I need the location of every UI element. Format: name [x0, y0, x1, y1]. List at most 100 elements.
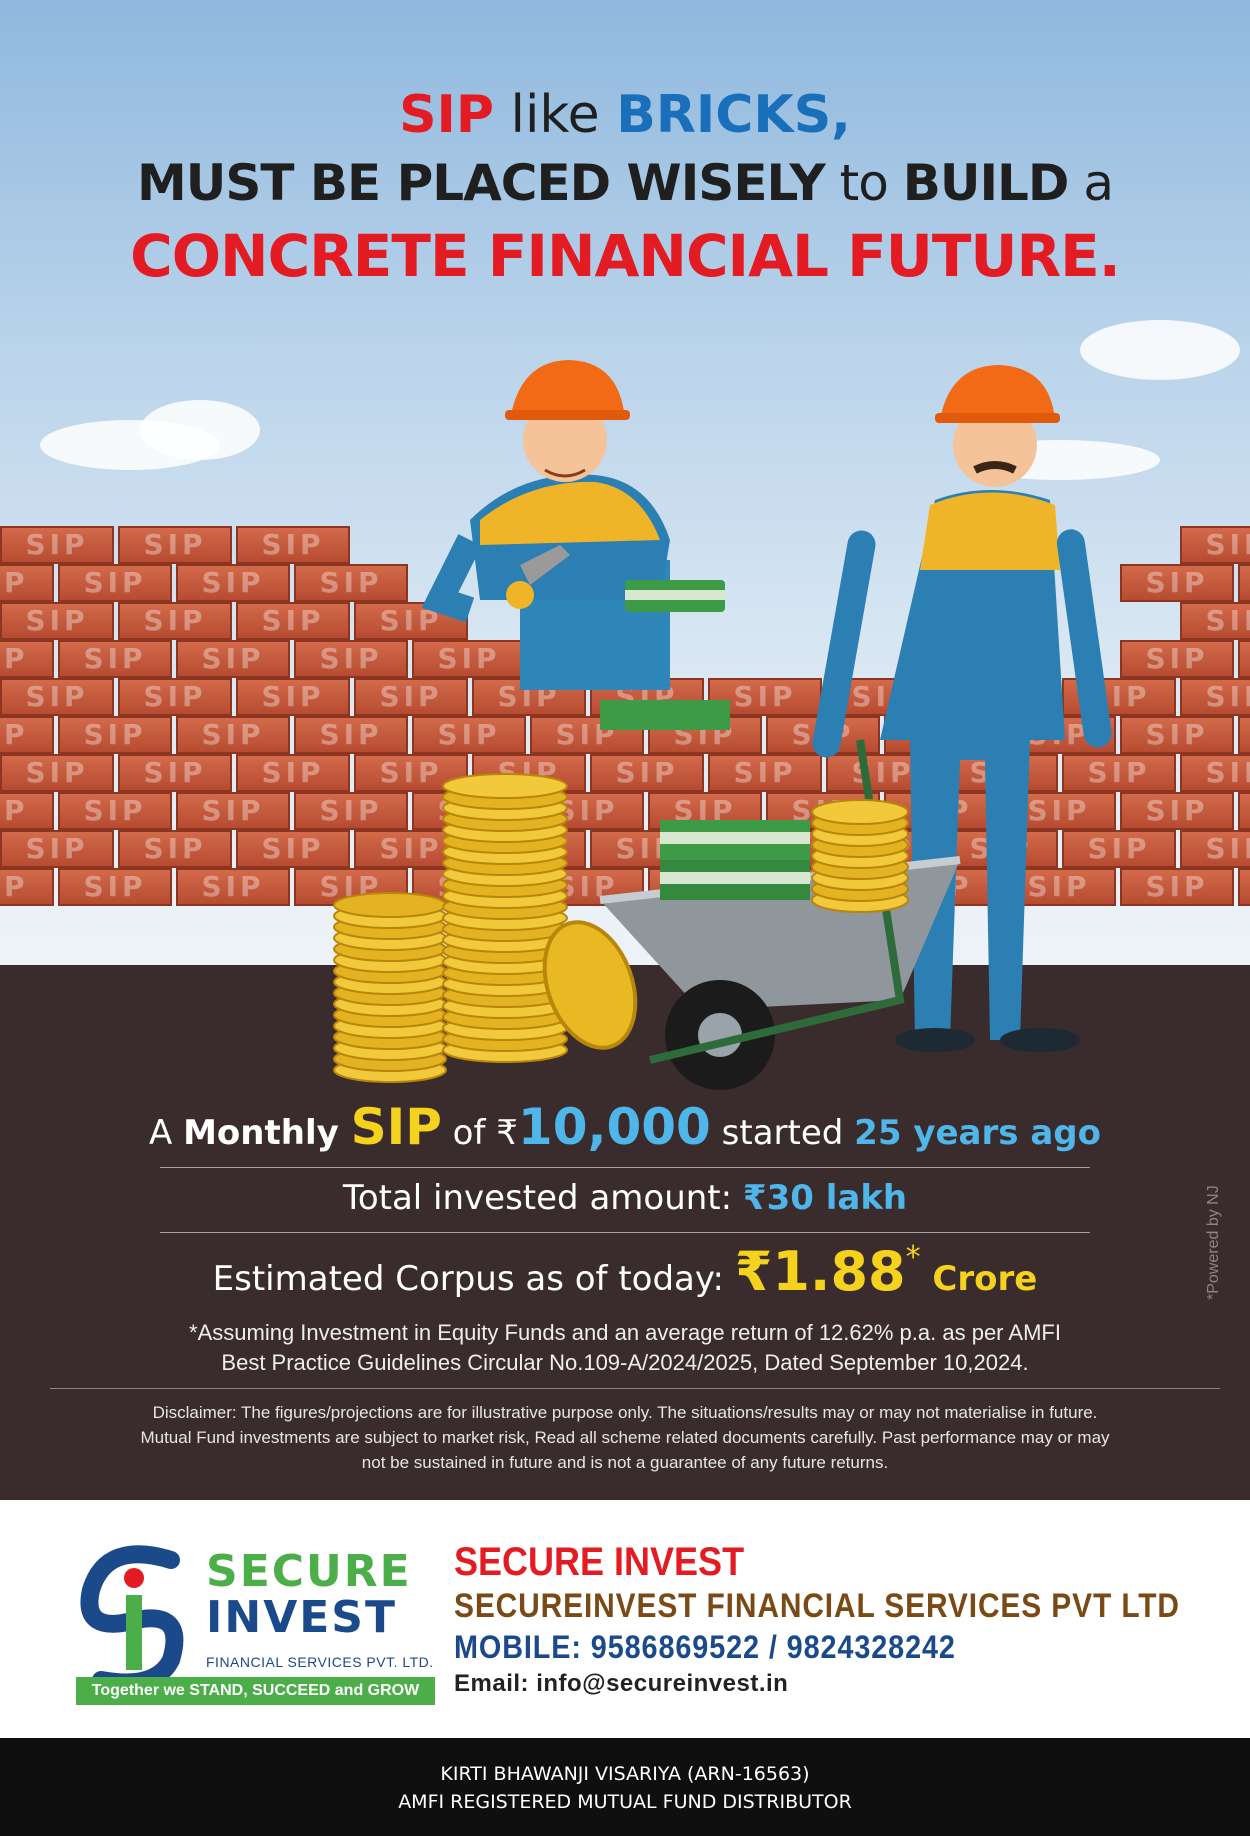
sip-brick: SIP — [58, 564, 172, 602]
sip-brick: SIP — [590, 754, 704, 792]
headline-a: a — [1068, 154, 1114, 212]
si-logo-icon — [80, 1545, 184, 1690]
footer: KIRTI BHAWANJI VISARIYA (ARN-16563) AMFI… — [0, 1738, 1250, 1836]
sip-brick: SIP — [708, 754, 822, 792]
estimated-corpus-line: Estimated Corpus as of today: ₹1.88* Cro… — [0, 1240, 1250, 1303]
sip-brick: SIP — [648, 716, 762, 754]
sip-brick: SIP — [236, 754, 350, 792]
cloud — [140, 400, 260, 460]
sip-brick: SIP — [118, 602, 232, 640]
brick-wall: SIP SIP SIP SI P SIP SIP SIP SIP SIP SIP SIP SIP SI P S… — [0, 526, 1250, 966]
sip-brick: SIP — [1180, 754, 1250, 792]
sip-brick: SIP — [766, 716, 880, 754]
sip-brick: SIP — [826, 754, 940, 792]
sip-brick: SIP — [0, 716, 54, 754]
sip-line-started: started — [710, 1113, 855, 1153]
sip-brick: SIP — [118, 830, 232, 868]
sip-brick: SIP — [176, 564, 290, 602]
sip-brick: SIP — [58, 640, 172, 678]
sip-brick: SIP — [1238, 640, 1250, 678]
sip-brick: SIP — [1180, 678, 1250, 716]
sip-brick: SIP — [1120, 792, 1234, 830]
sip-brick: SIP — [354, 754, 468, 792]
sip-brick: SIP — [0, 792, 54, 830]
headline-bricks: BRICKS, — [616, 85, 851, 145]
sip-brick: SIP — [294, 564, 408, 602]
sip-brick: SIP — [1120, 716, 1234, 754]
footer-distributor-title: AMFI REGISTERED MUTUAL FUND DISTRIBUTOR — [398, 1791, 852, 1813]
footer-distributor-name: KIRTI BHAWANJI VISARIYA (ARN-16563) — [440, 1763, 810, 1785]
sip-brick: SIP — [1180, 830, 1250, 868]
logo-word-secure: SECURE — [206, 1546, 412, 1597]
disclaimer-line-3: not be sustained in future and is not a … — [361, 1453, 889, 1472]
cloud — [1080, 320, 1240, 380]
sip-brick: SIP — [530, 792, 644, 830]
sip-brick: SIP — [1062, 754, 1176, 792]
sip-brick: SIP — [1002, 716, 1116, 754]
secure-invest-logo: SECURE INVEST FINANCIAL SERVICES PVT. LT… — [76, 1530, 436, 1710]
sip-brick: SIP — [354, 830, 468, 868]
estimated-corpus-asterisk: * — [905, 1240, 921, 1275]
powered-by-note: *Powered by NJ — [1205, 1185, 1222, 1300]
sip-line-sip: SIP — [350, 1098, 442, 1156]
sip-brick: SIP — [236, 830, 350, 868]
headline: SIP like BRICKS, MUST BE PLACED WISELY t… — [0, 80, 1250, 296]
sip-brick: SIP — [884, 716, 998, 754]
sip-brick: SIP — [0, 830, 114, 868]
assumption-line-2: Best Practice Guidelines Circular No.109… — [221, 1350, 1029, 1375]
sip-brick: SIP — [294, 792, 408, 830]
total-invested-line: Total invested amount: ₹30 lakh — [0, 1178, 1250, 1218]
headline-to: to — [824, 154, 903, 212]
estimated-corpus-value: ₹1.88 — [734, 1240, 906, 1303]
sip-brick: SIP — [294, 640, 408, 678]
sip-brick: SIP — [0, 754, 114, 792]
sip-brick: SIP — [766, 792, 880, 830]
logo-tagline: Together we STAND, SUCCEED and GROW — [76, 1677, 435, 1705]
sip-line-a: A — [149, 1113, 184, 1153]
sip-brick: SIP — [118, 526, 232, 564]
estimated-corpus-label: Estimated Corpus as of today: — [212, 1259, 735, 1299]
sip-brick: SIP — [1238, 792, 1250, 830]
disclaimer-line-1: Disclaimer: The figures/projections are … — [152, 1403, 1098, 1422]
sip-brick: SIP — [472, 678, 586, 716]
sip-brick: SIP — [1238, 564, 1250, 602]
sip-brick: SIP — [1062, 678, 1176, 716]
sip-brick: SIP — [0, 602, 114, 640]
company-block: SECURE INVEST FINANCIAL SERVICES PVT. LT… — [0, 1500, 1250, 1738]
sip-brick: SIP — [472, 830, 586, 868]
total-invested-value: ₹30 lakh — [742, 1178, 908, 1218]
sip-brick: SIP — [58, 868, 172, 906]
sip-brick: SIP — [648, 868, 762, 906]
sip-brick: SIP — [1002, 868, 1116, 906]
sip-brick: SIP — [1238, 868, 1250, 906]
sip-brick: SIP — [1238, 716, 1250, 754]
sip-line-monthly: Monthly — [183, 1113, 351, 1153]
sip-brick: SIP — [1120, 640, 1234, 678]
sip-brick: SIP — [944, 830, 1058, 868]
cloud — [960, 440, 1160, 480]
sip-line-amount: 10,000 — [517, 1098, 711, 1156]
sip-brick: SIP — [708, 678, 822, 716]
sip-brick: SIP — [1120, 564, 1234, 602]
sip-brick: SIP — [294, 716, 408, 754]
sip-brick: SIP — [590, 830, 704, 868]
sip-brick: SIP — [354, 678, 468, 716]
company-email: Email: info@secureinvest.in — [454, 1670, 789, 1697]
sip-brick: SIP — [412, 716, 526, 754]
sip-brick: SIP — [590, 678, 704, 716]
sip-brick: SIP — [236, 602, 350, 640]
total-invested-label: Total invested amount: — [342, 1178, 743, 1218]
sip-brick: SIP — [176, 868, 290, 906]
monthly-sip-line: A Monthly SIP of ₹10,000 started 25 year… — [0, 1098, 1250, 1156]
logo-word-invest: INVEST — [206, 1592, 398, 1643]
sip-brick: SIP — [0, 526, 114, 564]
sip-brick: SIP — [0, 868, 54, 906]
sip-brick: SIP — [176, 640, 290, 678]
sip-brick: SIP — [236, 526, 350, 564]
headline-like: like — [494, 85, 617, 145]
company-name: SECURE INVEST — [454, 1540, 745, 1584]
sip-brick: SIP — [118, 678, 232, 716]
sip-brick: SIP — [944, 754, 1058, 792]
sip-brick: SIP — [1180, 526, 1250, 564]
